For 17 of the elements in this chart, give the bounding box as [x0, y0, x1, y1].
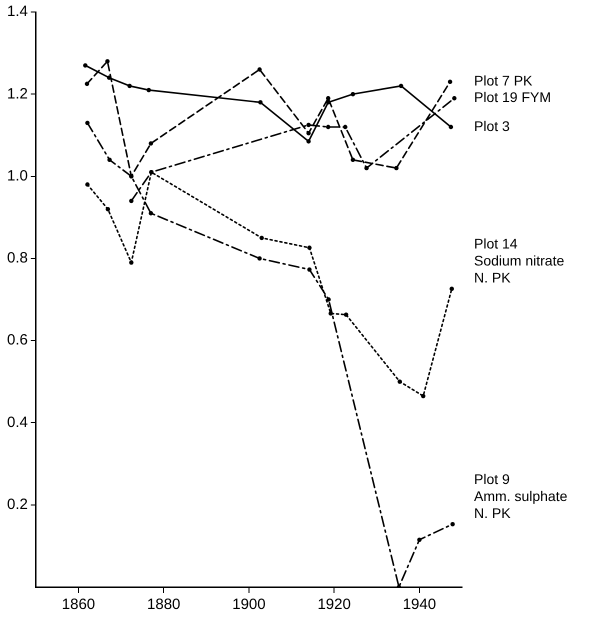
y-tick-label: 1.2 [6, 85, 28, 102]
series-label: Plot 3 [474, 118, 510, 134]
series-label: Plot 9 Amm. sulphate N. PK [474, 471, 568, 522]
y-tick-label: 1.0 [6, 167, 28, 184]
series-label: Plot 14 Sodium nitrate N. PK [474, 236, 564, 286]
x-tick-label: 1900 [232, 596, 266, 614]
y-tick-label: 0.4 [6, 414, 28, 431]
x-tick-label: 1940 [402, 596, 436, 614]
series-label: Plot 19 FYM [474, 89, 552, 106]
x-tick-label: 1860 [62, 596, 96, 614]
x-tick-label: 1920 [317, 596, 351, 614]
y-tick-label: 1.4 [6, 3, 28, 20]
y-tick-label: 0.6 [6, 332, 28, 349]
y-tick-label: 0.8 [6, 250, 28, 267]
y-tick-label: 0.2 [6, 496, 28, 513]
series-label: Plot 7 PK [474, 72, 534, 89]
x-tick-label: 1880 [147, 596, 180, 614]
